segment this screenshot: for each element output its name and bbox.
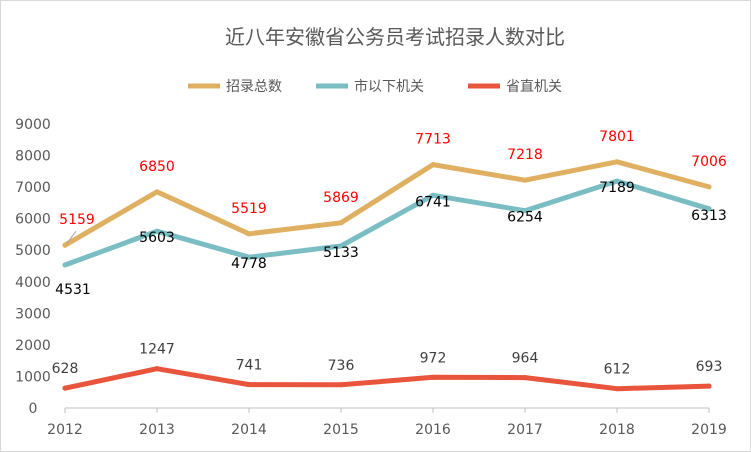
data-label: 628 [52,361,79,377]
series-line-2 [62,178,712,268]
data-point [522,208,528,214]
series-group [62,159,712,392]
y-tick-label: 5000 [15,243,51,259]
legend-label-2: 市以下机关 [354,78,424,95]
data-label: 5519 [231,201,267,217]
series-line-3 [62,366,712,392]
data-label: 6313 [691,208,727,224]
data-point [62,262,68,268]
y-tick-label: 7000 [15,180,51,196]
label-leader-line [66,230,77,244]
data-point [430,192,436,198]
y-axis: 0 1000 2000 3000 4000 5000 6000 7000 8000 9000 [15,117,51,417]
data-label: 4778 [231,256,267,272]
data-label: 6741 [415,194,451,210]
data-label: 7713 [415,132,451,148]
data-label: 6254 [507,210,543,226]
legend: 招录总数 市以下机关 省直机关 [188,78,562,95]
legend-label-3: 省直机关 [506,78,562,95]
data-label: 5603 [139,230,175,246]
data-point [614,159,620,165]
data-label: 5869 [323,190,359,206]
x-tick-label: 2012 [47,422,83,438]
data-point [706,184,712,190]
data-label: 693 [696,359,723,375]
x-tick-label: 2019 [691,422,727,438]
data-point [430,162,436,168]
x-tick-label: 2015 [323,422,359,438]
y-tick-label: 4000 [15,275,51,291]
data-point [706,383,712,389]
data-label: 612 [604,362,631,378]
y-tick-label: 9000 [15,117,51,133]
y-tick-label: 8000 [15,149,51,165]
data-label: 964 [512,351,539,367]
data-point [522,375,528,381]
data-point [154,189,160,195]
x-tick-label: 2017 [507,422,543,438]
y-tick-label: 0 [29,401,38,417]
data-point [338,243,344,249]
data-point [614,386,620,392]
x-axis: 2012 2013 2014 2015 2016 2017 2018 2019 [47,407,727,438]
y-tick-label: 1000 [15,369,51,385]
data-point [522,177,528,183]
y-tick-label: 2000 [15,338,51,354]
data-label: 7218 [507,147,543,163]
data-point [246,254,252,260]
data-point [62,385,68,391]
legend-label-1: 招录总数 [226,79,282,95]
x-tick-label: 2016 [415,422,451,438]
chart-title: 近八年安徽省公务员考试招录人数对比 [225,25,565,49]
data-point [154,228,160,234]
data-label: 7006 [691,154,727,170]
data-point [706,206,712,212]
series-line-1 [62,159,712,248]
data-label: 972 [420,350,447,366]
data-label: 5133 [323,245,359,261]
y-tick-label: 3000 [15,306,51,322]
data-label: 4531 [55,282,91,298]
x-tick-label: 2013 [139,422,175,438]
x-tick-label: 2018 [599,422,635,438]
data-point [62,242,68,248]
data-point [430,374,436,380]
y-tick-label: 6000 [15,212,51,228]
data-label: 7189 [599,180,635,196]
data-point [246,231,252,237]
data-point [338,220,344,226]
x-tick-label: 2014 [231,422,267,438]
data-label: 7801 [599,129,635,145]
data-labels: 5159 6850 5519 5869 7713 7218 7801 7006 4531 5603… [52,129,727,378]
data-point [246,382,252,388]
data-label: 6850 [139,159,175,175]
data-label: 741 [236,358,263,374]
data-point [154,366,160,372]
data-label: 736 [328,358,355,374]
data-label: 5159 [59,212,95,228]
data-label: 1247 [139,342,175,358]
data-point [614,178,620,184]
data-point [338,382,344,388]
